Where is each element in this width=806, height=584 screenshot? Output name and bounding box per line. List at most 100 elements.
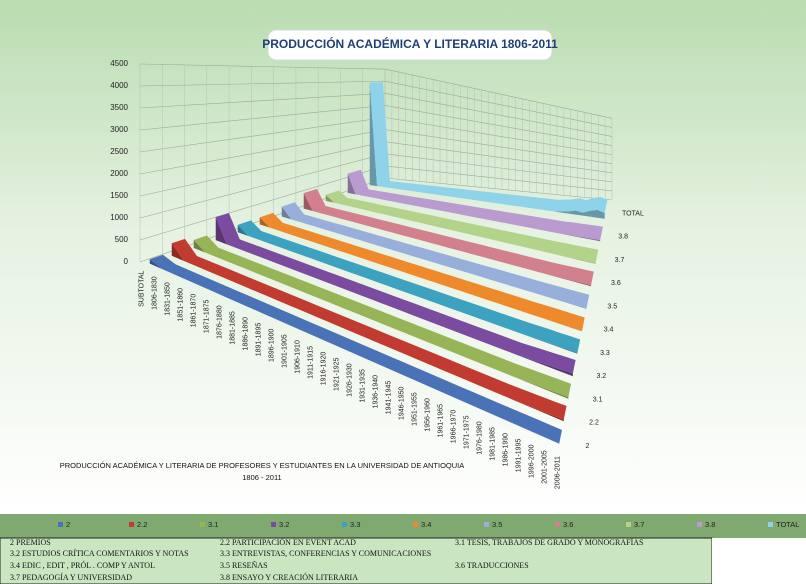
x-tick-label: 1971-1975 bbox=[463, 415, 470, 449]
y-tick-label: 3500 bbox=[110, 103, 128, 112]
series-label: 3.3 bbox=[600, 350, 610, 357]
ribbon-top bbox=[303, 188, 594, 286]
legend-label: 3.4 bbox=[421, 520, 431, 529]
x-tick-label: 1981-1985 bbox=[489, 427, 496, 461]
series-label: 3.8 bbox=[618, 234, 628, 241]
note: 3.3 ENTREVISTAS, CONFERENCIAS Y COMUNICA… bbox=[220, 549, 431, 558]
ribbon-top bbox=[347, 169, 603, 241]
x-tick-label: 2001-2005 bbox=[541, 450, 548, 484]
x-tick-label: 1936-1940 bbox=[372, 375, 379, 409]
y-tick-label: 2000 bbox=[110, 169, 128, 178]
legend-swatch bbox=[697, 522, 702, 527]
series-label: 3.1 bbox=[593, 396, 603, 403]
y-tick-label: 3000 bbox=[110, 125, 128, 134]
x-tick-label: 1986-1990 bbox=[502, 433, 509, 467]
x-tick-label: 1886-1890 bbox=[242, 317, 249, 351]
chart-title: PRODUCCIÓN ACADÉMICA Y LITERARIA 1806-20… bbox=[262, 36, 558, 51]
legend-label: 2 bbox=[66, 520, 70, 529]
note: 3.1 TESIS, TRABAJOS DE GRADO Y MONOGRAFÍ… bbox=[455, 537, 643, 547]
series-label: TOTAL bbox=[622, 210, 644, 217]
x-tick-label: 1991-1995 bbox=[515, 439, 522, 473]
x-tick-label: 1881-1885 bbox=[229, 311, 236, 345]
ribbon-top bbox=[259, 212, 585, 332]
legend-label: 3.2 bbox=[279, 520, 289, 529]
x-tick-label: 1876-1880 bbox=[216, 305, 223, 339]
x-tick-label: 1966-1970 bbox=[450, 410, 457, 444]
legend-swatch bbox=[271, 522, 276, 527]
y-tick-label: 4500 bbox=[110, 59, 128, 68]
legend-swatch bbox=[555, 522, 560, 527]
x-tick-label: 1976-1980 bbox=[476, 421, 483, 455]
note: 2 PREMIOS bbox=[10, 538, 51, 547]
note: 3.4 EDIC , EDIT , PRÓL . COMP Y ANTOL bbox=[10, 560, 155, 570]
legend-label: 3.5 bbox=[492, 520, 502, 529]
x-tick-label: 1956-1960 bbox=[424, 398, 431, 432]
series-label: 3.5 bbox=[607, 303, 617, 310]
note: 3.5 RESEÑAS bbox=[220, 560, 268, 570]
ribbon-top bbox=[281, 202, 590, 309]
ribbon-top bbox=[149, 254, 562, 444]
ribbon-top bbox=[237, 220, 581, 353]
legend-label: 3.1 bbox=[208, 520, 218, 529]
note: 3.2 ESTUDIOS CRÍTICA COMENTARIOS Y NOTAS bbox=[10, 548, 189, 558]
series-label: 3.4 bbox=[604, 327, 614, 334]
y-tick-label: 1000 bbox=[110, 213, 128, 222]
plot-background bbox=[0, 0, 806, 514]
legend-swatch bbox=[626, 522, 631, 527]
series-label: 3.7 bbox=[615, 257, 625, 264]
note: 3.6 TRADUCCIONES bbox=[455, 561, 529, 570]
legend-swatch bbox=[768, 522, 773, 527]
legend-label: 3.6 bbox=[563, 520, 573, 529]
legend-swatch bbox=[200, 522, 205, 527]
legend-swatch bbox=[129, 522, 134, 527]
x-tick-label: 1926-1930 bbox=[346, 363, 353, 397]
x-tick-label: 1906-1910 bbox=[294, 340, 301, 374]
x-tick-label: 1951-1955 bbox=[411, 392, 418, 426]
legend-background bbox=[0, 514, 806, 538]
note: 2.2 PARTICIPACIÓN EN EVENT ACAD bbox=[220, 537, 356, 547]
series-label: 3.2 bbox=[596, 373, 606, 380]
x-tick-label: 1901-1905 bbox=[281, 334, 288, 368]
series-label: 3.6 bbox=[611, 280, 621, 287]
x-tick-label: 1911-1915 bbox=[307, 346, 314, 379]
legend-label: 3.8 bbox=[705, 520, 715, 529]
x-tick-label: 1916-1920 bbox=[320, 352, 327, 386]
ribbon-top bbox=[193, 235, 572, 398]
x-tick-label: 1921-1925 bbox=[333, 357, 340, 391]
notes-box bbox=[0, 537, 713, 584]
legend-swatch bbox=[413, 522, 418, 527]
legend-label: TOTAL bbox=[776, 520, 799, 529]
x-tick-label: 1896-1900 bbox=[268, 328, 275, 362]
x-tick-label: 1831-1850 bbox=[164, 282, 171, 316]
series-label: 2.2 bbox=[589, 420, 599, 427]
x-tick-label: 1946-1950 bbox=[398, 386, 405, 420]
legend-label: 3.3 bbox=[350, 520, 360, 529]
ribbon-top bbox=[171, 238, 567, 420]
x-tick-label: 1806-1830 bbox=[151, 276, 158, 310]
y-tick-label: 500 bbox=[115, 235, 129, 244]
ribbon-top bbox=[369, 82, 608, 213]
x-tick-label: 1871-1875 bbox=[203, 299, 210, 333]
x-tick-label: 2006-2011 bbox=[554, 456, 561, 489]
legend-swatch bbox=[58, 522, 63, 527]
title-box bbox=[267, 29, 553, 61]
annotation: PRODUCCIÓN ACADÉMICA Y LITERARIA DE PROF… bbox=[60, 461, 465, 470]
x-tick-label: 1851-1860 bbox=[177, 288, 184, 322]
legend-label: 2.2 bbox=[137, 520, 147, 529]
note: 3.7 PEDAGOGÍA Y UNIVERSIDAD bbox=[10, 572, 132, 582]
series-label: 2 bbox=[586, 443, 590, 450]
annotation: 1806 - 2011 bbox=[242, 473, 281, 482]
x-tick-label: 1861-1870 bbox=[190, 294, 197, 328]
x-tick-label: 1996-2000 bbox=[528, 444, 535, 478]
legend-label: 3.7 bbox=[634, 520, 644, 529]
y-tick-label: 1500 bbox=[110, 191, 128, 200]
x-tick-label: 1931-1935 bbox=[359, 369, 366, 403]
ribbon-top bbox=[325, 190, 599, 264]
x-tick-label: 1891-1895 bbox=[255, 323, 262, 357]
legend-swatch bbox=[342, 522, 347, 527]
x-tick-label: 1961-1965 bbox=[437, 404, 444, 438]
y-tick-label: 2500 bbox=[110, 147, 128, 156]
legend-swatch bbox=[484, 522, 489, 527]
ribbon-top bbox=[215, 213, 576, 374]
